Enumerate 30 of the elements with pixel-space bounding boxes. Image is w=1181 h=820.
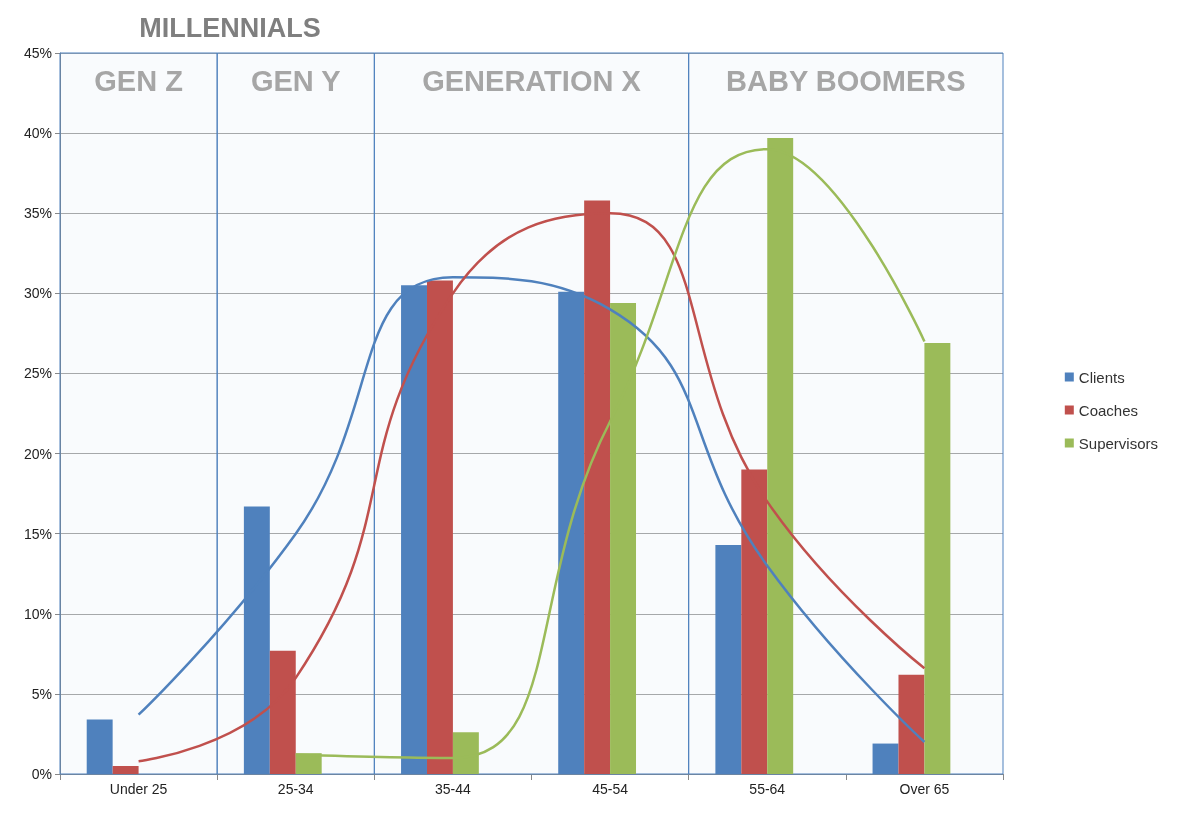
y-tick-label: 10%: [23, 605, 52, 622]
y-tick-label: 0%: [31, 766, 52, 782]
legend-label: Clients: [1078, 368, 1125, 386]
y-tick-label: 35%: [23, 205, 52, 222]
bar: [86, 719, 113, 774]
bar: [872, 743, 899, 774]
y-tick-label: 20%: [23, 445, 52, 462]
y-tick-label: 15%: [23, 525, 52, 542]
legend-label: Coaches: [1078, 401, 1139, 419]
bar: [112, 765, 139, 774]
legend-label: Supervisors: [1078, 434, 1159, 452]
x-tick-label: Under 25: [109, 781, 168, 797]
y-tick-label: 25%: [23, 365, 52, 382]
bar: [924, 343, 951, 774]
band-label: BABY BOOMERS: [726, 65, 966, 97]
band-label: GENERATION X: [422, 65, 642, 97]
x-tick-label: Over 65: [899, 781, 950, 797]
x-tick-label: 45-54: [592, 781, 629, 797]
x-tick-label: 25-34: [277, 781, 314, 797]
x-tick-label: 55-64: [749, 781, 786, 797]
y-tick-label: 5%: [31, 685, 52, 702]
band-label: GEN Z: [94, 65, 183, 97]
y-tick-label: 45%: [23, 45, 52, 61]
bar: [715, 544, 742, 774]
y-tick-label: 30%: [23, 285, 52, 302]
x-tick-label: 35-44: [435, 781, 472, 797]
y-tick-label: 40%: [23, 125, 52, 142]
band-label: GEN Y: [250, 65, 341, 97]
text: MILLENNIALS: [139, 13, 321, 43]
bar: [898, 674, 925, 774]
